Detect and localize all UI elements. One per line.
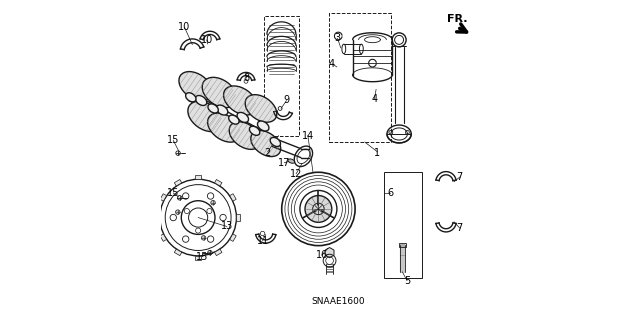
Text: 5: 5 — [404, 276, 410, 286]
Text: FR.: FR. — [447, 14, 467, 24]
Ellipse shape — [202, 77, 237, 108]
Polygon shape — [160, 194, 166, 201]
Circle shape — [175, 210, 180, 214]
Ellipse shape — [237, 112, 248, 122]
Text: 2: 2 — [264, 148, 271, 158]
Polygon shape — [230, 234, 236, 241]
Polygon shape — [174, 180, 182, 186]
Ellipse shape — [188, 101, 223, 132]
Text: 8: 8 — [244, 73, 250, 83]
Text: 3: 3 — [335, 33, 340, 43]
Polygon shape — [325, 248, 334, 258]
Polygon shape — [195, 256, 202, 260]
Text: 4: 4 — [329, 59, 335, 69]
Polygon shape — [160, 234, 166, 241]
Polygon shape — [214, 180, 222, 186]
Ellipse shape — [186, 93, 196, 102]
Text: 9: 9 — [284, 95, 289, 106]
Text: 12: 12 — [290, 169, 302, 179]
Bar — [399, 243, 406, 247]
Ellipse shape — [270, 137, 280, 146]
Text: 15: 15 — [167, 188, 179, 198]
Bar — [329, 13, 391, 142]
Ellipse shape — [179, 71, 212, 101]
Ellipse shape — [288, 159, 294, 163]
Text: SNAAE1600: SNAAE1600 — [312, 297, 365, 306]
Ellipse shape — [245, 95, 276, 122]
Text: 4: 4 — [371, 94, 378, 104]
Polygon shape — [174, 249, 182, 256]
Bar — [264, 16, 299, 136]
Ellipse shape — [216, 105, 228, 115]
Polygon shape — [236, 214, 240, 221]
Polygon shape — [195, 175, 202, 179]
Text: 11: 11 — [257, 236, 269, 246]
Circle shape — [202, 236, 206, 240]
Ellipse shape — [228, 115, 239, 124]
Circle shape — [211, 200, 215, 205]
Text: 7: 7 — [456, 223, 463, 233]
Polygon shape — [214, 249, 222, 256]
Text: 15: 15 — [167, 135, 179, 145]
Ellipse shape — [229, 122, 261, 149]
Polygon shape — [230, 194, 236, 201]
Bar — [384, 172, 422, 278]
Text: 6: 6 — [387, 188, 393, 198]
Text: 10: 10 — [179, 22, 191, 32]
Circle shape — [305, 196, 332, 222]
Text: 13: 13 — [221, 221, 233, 232]
Text: 16: 16 — [316, 250, 328, 260]
Text: 7: 7 — [456, 172, 463, 182]
Ellipse shape — [223, 86, 257, 115]
Text: 1: 1 — [374, 148, 381, 158]
Ellipse shape — [250, 126, 260, 135]
Ellipse shape — [251, 130, 281, 157]
Ellipse shape — [208, 104, 218, 113]
Polygon shape — [156, 214, 160, 221]
Text: 14: 14 — [301, 130, 314, 141]
Ellipse shape — [195, 95, 207, 106]
Text: 10: 10 — [200, 35, 213, 45]
Text: 17: 17 — [278, 158, 291, 168]
Text: 15: 15 — [196, 252, 208, 262]
Ellipse shape — [257, 121, 269, 131]
Ellipse shape — [207, 113, 241, 142]
